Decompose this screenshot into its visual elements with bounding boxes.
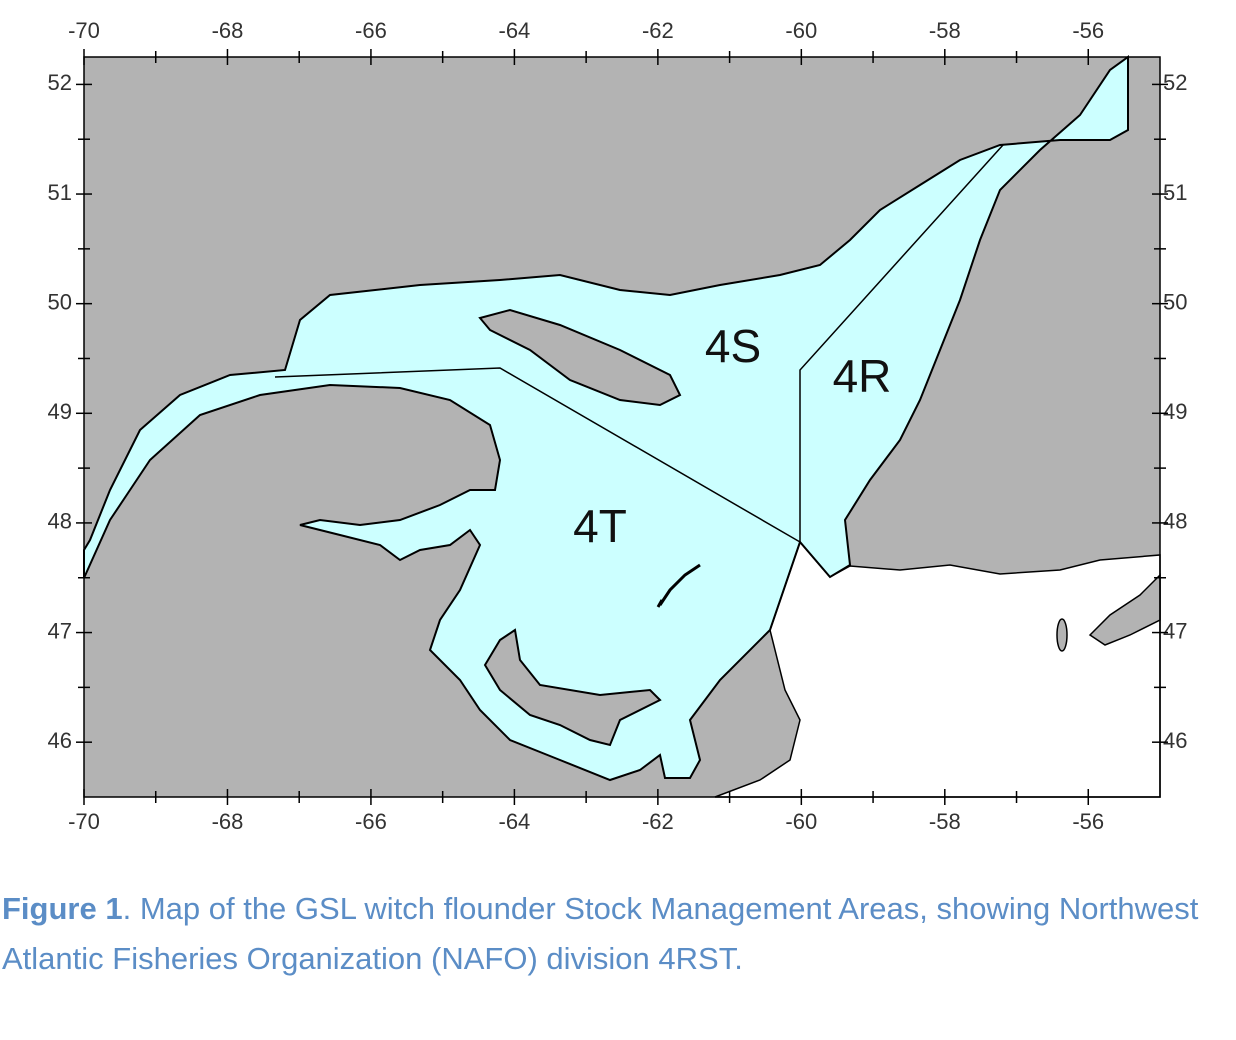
y-tick-label: 48 (1163, 509, 1187, 534)
x-tick-label: -58 (929, 809, 961, 834)
y-tick-label: 50 (48, 289, 72, 314)
x-tick-label: -64 (499, 18, 531, 43)
x-tick-label: -60 (785, 18, 817, 43)
map: -70 -70 -68 -68 -66 -66 -64 -64 -62 -62 -60 -60 -58 -… (48, 18, 1188, 834)
area-label: 4S (705, 320, 761, 372)
caption-label: Figure 1 (2, 891, 123, 926)
y-tick-label: 49 (48, 399, 72, 424)
caption: Figure 1. Map of the GSL witch flounder … (2, 884, 1234, 984)
x-tick-label: -56 (1072, 18, 1104, 43)
y-tick-label: 51 (48, 180, 72, 205)
y-tick-label: 46 (1163, 728, 1187, 753)
y-tick-label: 52 (48, 70, 72, 95)
area-label: 4T (573, 500, 627, 552)
y-tick-label: 48 (48, 509, 72, 534)
caption-text: . Map of the GSL witch flounder Stock Ma… (2, 891, 1199, 976)
y-tick-label: 50 (1163, 289, 1187, 314)
x-tick-label: -62 (642, 18, 674, 43)
x-tick-label: -70 (68, 18, 100, 43)
x-tick-label: -68 (212, 18, 244, 43)
y-tick-label: 51 (1163, 180, 1187, 205)
x-tick-label: -60 (785, 809, 817, 834)
map-frame (83, 56, 1161, 798)
y-tick-label: 46 (48, 728, 72, 753)
magdalen-islands (656, 563, 701, 608)
anticosti-island (478, 308, 682, 407)
x-tick-label: -62 (642, 809, 674, 834)
x-tick-label: -64 (499, 809, 531, 834)
x-tick-label: -56 (1072, 809, 1104, 834)
x-tick-label: -66 (355, 18, 387, 43)
st-pierre-island (1056, 618, 1068, 652)
x-tick-label: -66 (355, 809, 387, 834)
y-tick-label: 52 (1163, 70, 1187, 95)
x-tick-label: -70 (68, 809, 100, 834)
y-tick-label: 49 (1163, 399, 1187, 424)
x-tick-label: -58 (929, 18, 961, 43)
division-boundary (769, 540, 831, 631)
area-label: 4R (833, 350, 892, 402)
prince-edward-island (483, 628, 662, 747)
y-tick-label: 47 (1163, 618, 1187, 643)
y-tick-label: 47 (48, 618, 72, 643)
x-tick-label: -68 (212, 809, 244, 834)
